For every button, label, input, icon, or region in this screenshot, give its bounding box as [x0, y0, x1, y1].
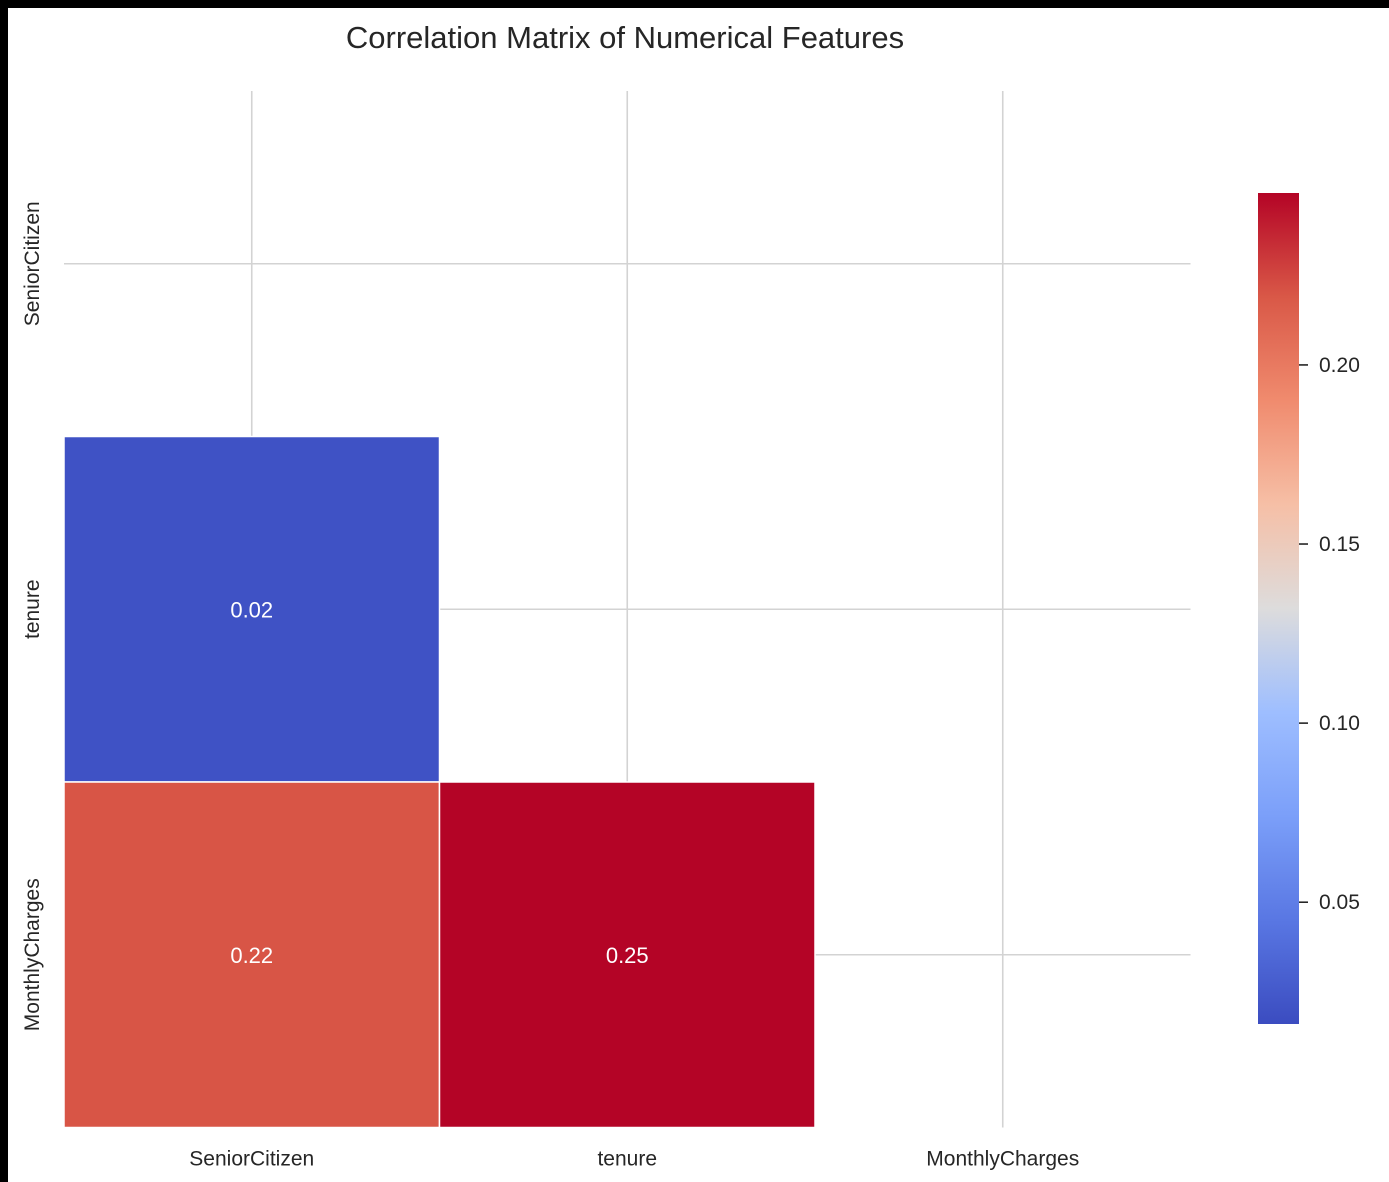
heatmap-cell [438, 781, 816, 1129]
x-tick-labels: SeniorCitizen tenure MonthlyCharges [189, 1148, 1079, 1171]
x-tick-label: tenure [597, 1148, 657, 1171]
cell-value-label: 0.02 [230, 597, 273, 622]
y-tick-label: tenure [21, 579, 44, 639]
y-tick-label: MonthlyCharges [21, 878, 44, 1031]
colorbar-tick-label: 0.10 [1319, 712, 1360, 735]
x-tick-label: SeniorCitizen [189, 1148, 314, 1171]
colorbar-tick-label: 0.20 [1319, 354, 1360, 377]
colorbar-tick-label: 0.05 [1319, 891, 1360, 914]
colorbar-ticks: 0.05 0.10 0.15 0.20 [1299, 354, 1360, 914]
colorbar-tick-label: 0.15 [1319, 533, 1360, 556]
colorbar [1258, 193, 1299, 1024]
cell-value-label: 0.22 [230, 943, 273, 968]
y-tick-labels: SeniorCitizen tenure MonthlyCharges [21, 201, 44, 1031]
figure: Correlation Matrix of Numerical Features… [8, 8, 1389, 1182]
heatmap-cells: 0.02 0.22 0.25 [63, 435, 816, 1129]
heatmap-cell [63, 435, 441, 783]
y-tick-label: SeniorCitizen [21, 201, 44, 326]
x-tick-label: MonthlyCharges [926, 1148, 1079, 1171]
correlation-heatmap: Correlation Matrix of Numerical Features… [21, 20, 1360, 1171]
chart-title: Correlation Matrix of Numerical Features [346, 20, 904, 55]
cell-value-label: 0.25 [606, 943, 649, 968]
